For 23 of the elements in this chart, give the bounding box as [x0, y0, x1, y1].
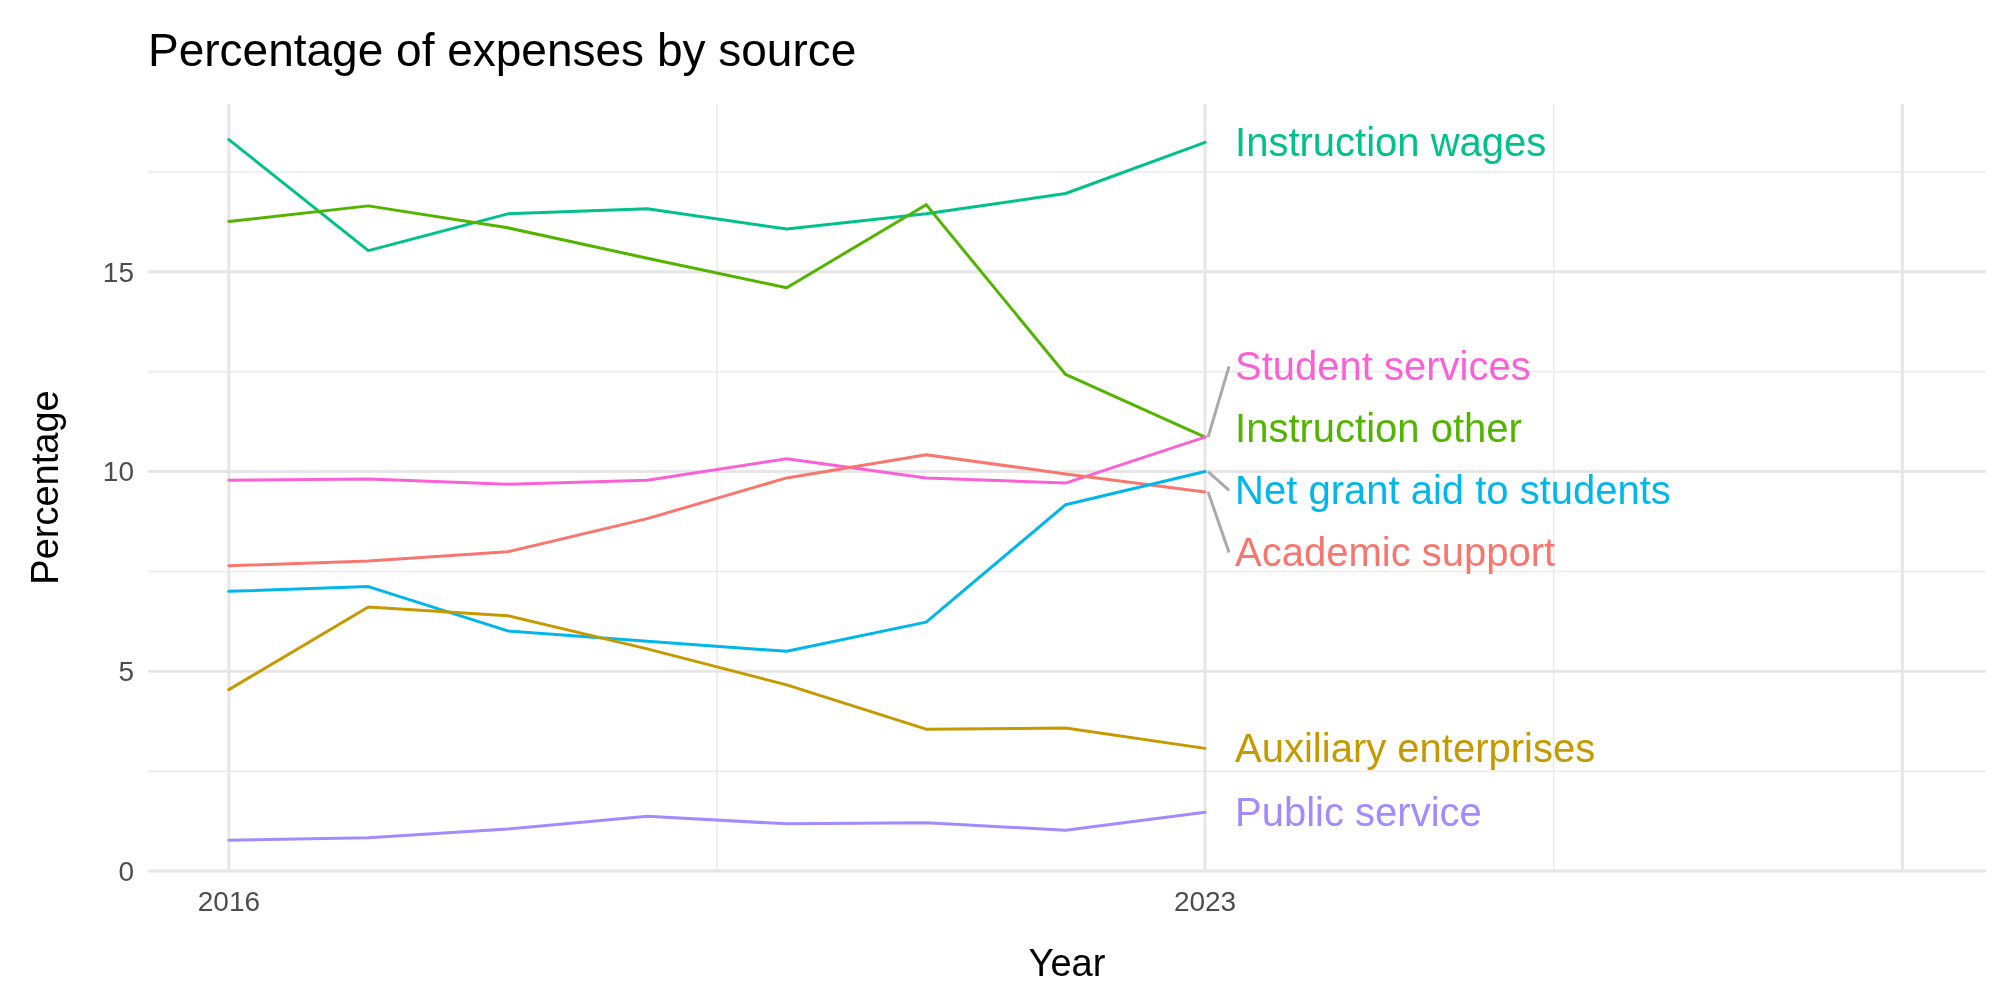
line-series: [227, 453, 1207, 568]
y-tick-label: 0: [118, 855, 134, 887]
line-series: [227, 605, 1207, 750]
line-series: [227, 138, 1207, 253]
line-series: [227, 435, 1207, 486]
x-tick-label: 2016: [197, 886, 261, 917]
series-label: Academic support: [1235, 530, 1556, 575]
y-axis-title: Percentage: [24, 390, 66, 585]
series-label: Instruction wages: [1235, 120, 1547, 165]
series-label: Net grant aid to students: [1235, 468, 1671, 513]
chart-title: Percentage of expenses by source: [148, 24, 857, 76]
series-label: Auxiliary enterprises: [1235, 726, 1596, 771]
line-series: [227, 470, 1207, 653]
series-label: Public service: [1235, 790, 1482, 835]
x-axis-title: Year: [1028, 942, 1106, 984]
y-tick-label: 15: [102, 256, 134, 288]
y-tick-label: 5: [118, 656, 134, 688]
x-tick-label: 2023: [1173, 886, 1237, 917]
y-tick-label: 10: [102, 456, 134, 488]
line-series: [227, 810, 1207, 842]
series-label: Student services: [1235, 344, 1531, 389]
line-series: [227, 203, 1207, 439]
series-label: Instruction other: [1235, 406, 1522, 451]
